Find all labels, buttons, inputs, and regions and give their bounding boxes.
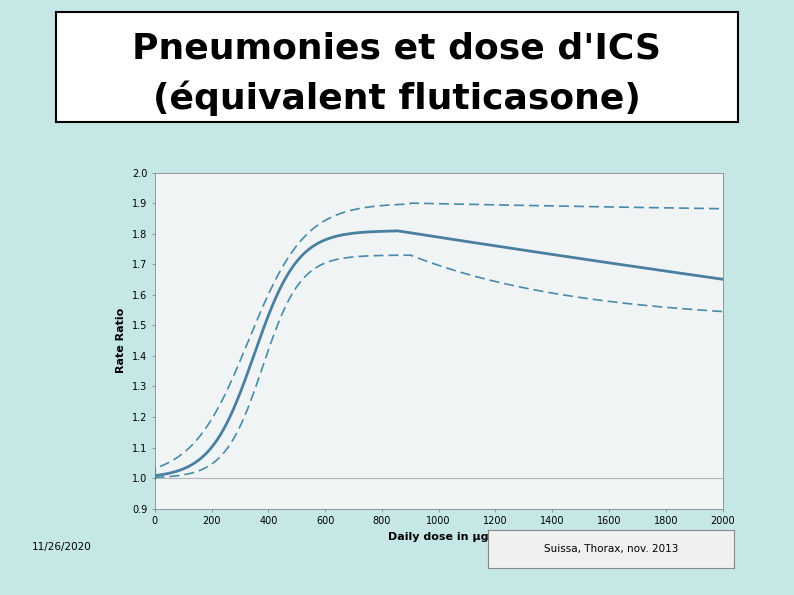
Text: (équivalent fluticasone): (équivalent fluticasone) <box>153 80 641 115</box>
X-axis label: Daily dose in µg: Daily dose in µg <box>388 532 489 542</box>
Text: Pneumonies et dose d'ICS: Pneumonies et dose d'ICS <box>133 31 661 65</box>
Y-axis label: Rate Ratio: Rate Ratio <box>116 308 126 373</box>
Text: 11/26/2020: 11/26/2020 <box>32 543 91 552</box>
Text: Suissa, Thorax, nov. 2013: Suissa, Thorax, nov. 2013 <box>544 544 679 554</box>
